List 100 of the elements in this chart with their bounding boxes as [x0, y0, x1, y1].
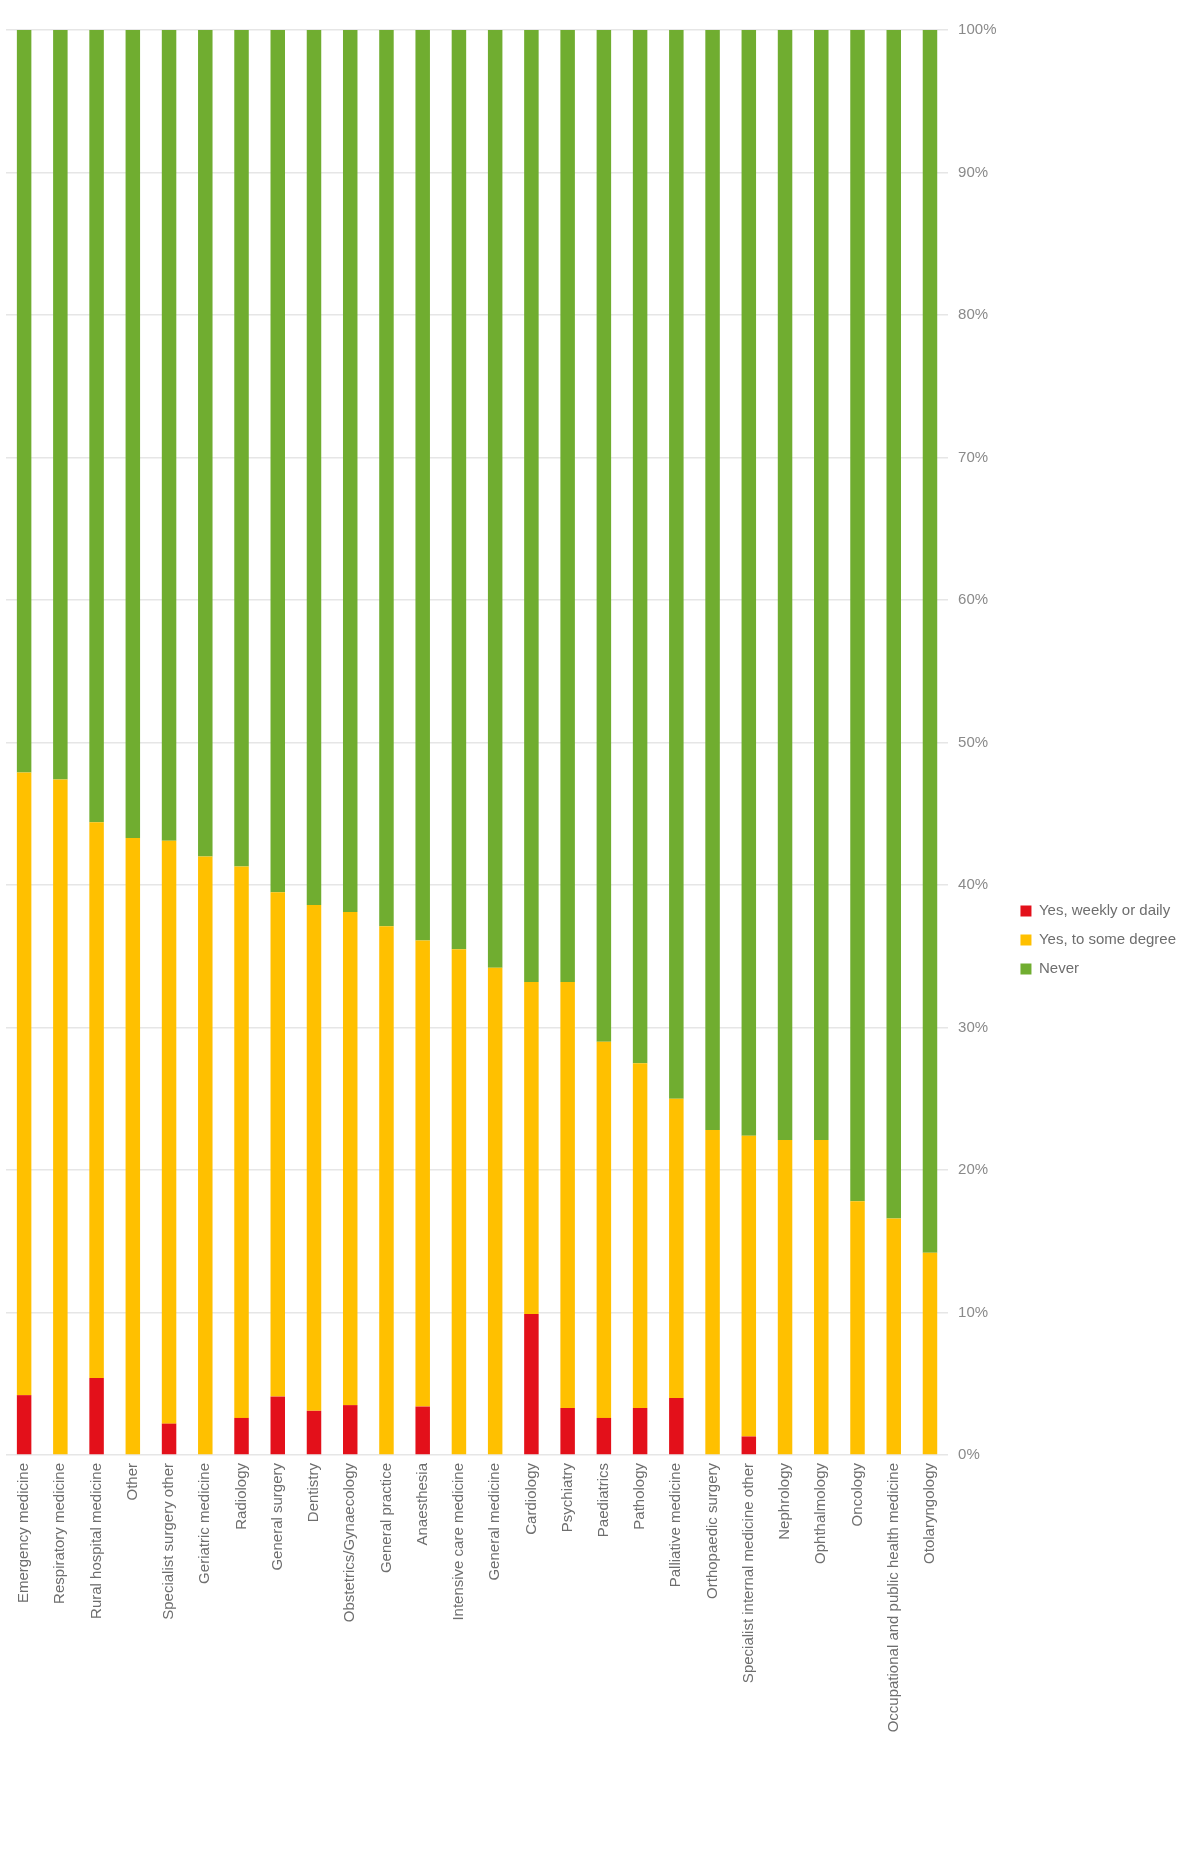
bar — [451, 949, 467, 1455]
x-tick-label: Cardiology — [521, 1462, 539, 1535]
bar — [814, 30, 829, 1141]
x-tick-label: Respiratory medicine — [50, 1463, 68, 1604]
bar — [342, 912, 358, 1406]
bar — [198, 30, 213, 857]
bar — [306, 904, 322, 1411]
y-tick-label: 90% — [958, 162, 989, 180]
bar — [53, 30, 68, 780]
bar — [306, 30, 322, 905]
bar — [125, 837, 141, 1455]
y-tick-label: 50% — [958, 732, 989, 750]
bar — [524, 1313, 539, 1455]
bar — [922, 1252, 938, 1455]
x-tick-label: General medicine — [485, 1463, 503, 1581]
y-tick-label: 70% — [958, 447, 989, 465]
y-tick-label: 20% — [958, 1160, 989, 1178]
bar — [705, 30, 720, 1131]
x-tick-label: Dentistry — [304, 1462, 322, 1523]
bar — [415, 30, 430, 941]
bar — [705, 1130, 720, 1455]
x-tick-label: Pathology — [630, 1462, 648, 1530]
bar — [270, 1396, 286, 1455]
bar — [777, 30, 793, 1141]
x-tick-label: Rural hospital medicine — [86, 1463, 104, 1619]
bar — [89, 1378, 104, 1455]
bar — [524, 30, 539, 982]
x-tick-label: Otolaryngology — [920, 1462, 938, 1564]
y-tick-label: 60% — [958, 590, 989, 608]
x-tick-label: Specialist internal medicine other — [738, 1463, 756, 1684]
x-tick-label: Emergency medicine — [14, 1463, 32, 1604]
x-tick-label: Intensive care medicine — [449, 1463, 467, 1621]
x-tick-label: Oncology — [847, 1462, 865, 1527]
x-tick-label: Palliative medicine — [666, 1463, 684, 1588]
y-tick-label: 100% — [958, 20, 997, 38]
y-tick-label: 10% — [958, 1302, 989, 1320]
bar — [669, 1398, 684, 1455]
bar — [306, 1410, 322, 1455]
x-tick-label: Obstetrics/Gynaecology — [340, 1462, 358, 1623]
y-tick-label: 30% — [958, 1017, 989, 1035]
legend-label: Yes, weekly or daily — [1038, 901, 1171, 919]
bar — [886, 30, 901, 1219]
bar — [415, 1406, 430, 1455]
bar — [886, 1218, 901, 1455]
bar — [669, 1098, 684, 1398]
bar — [632, 1407, 648, 1455]
bar — [632, 30, 648, 1064]
bar — [89, 822, 104, 1379]
bar — [16, 1395, 32, 1455]
bar — [777, 1140, 793, 1455]
bar — [596, 30, 612, 1042]
bar — [161, 30, 177, 841]
x-tick-label: Paediatrics — [594, 1463, 612, 1538]
x-tick-label: General practice — [376, 1463, 394, 1574]
x-tick-label: Psychiatry — [557, 1462, 575, 1533]
y-tick-label: 0% — [958, 1445, 980, 1463]
bar — [560, 30, 575, 982]
x-tick-label: Radiology — [231, 1462, 249, 1530]
x-tick-label: Specialist surgery other — [159, 1463, 177, 1620]
bar — [53, 779, 68, 1455]
bar — [669, 30, 684, 1099]
x-tick-label: Other — [122, 1463, 140, 1501]
bar — [234, 30, 249, 867]
bar — [379, 30, 394, 927]
bar — [451, 30, 467, 950]
y-tick-label: 80% — [958, 305, 989, 323]
bar — [89, 30, 104, 823]
x-tick-label: Ophthalmology — [811, 1462, 829, 1564]
x-tick-label: Geriatric medicine — [195, 1463, 213, 1584]
x-tick-label: Occupational and public health medicine — [883, 1463, 901, 1733]
bar — [161, 840, 177, 1424]
x-tick-label: Orthopaedic surgery — [702, 1462, 720, 1599]
bar — [560, 1407, 575, 1455]
bar — [922, 30, 938, 1253]
bar — [741, 1135, 757, 1437]
bar — [270, 892, 286, 1397]
bar — [415, 940, 430, 1407]
bar — [487, 30, 503, 968]
x-tick-label: General surgery — [267, 1462, 285, 1571]
bar — [596, 1041, 612, 1418]
bar — [741, 1436, 757, 1455]
bar — [270, 30, 286, 893]
bar — [560, 981, 575, 1408]
bar — [632, 1063, 648, 1408]
bar — [234, 866, 249, 1418]
bar — [125, 30, 141, 838]
bar — [342, 1405, 358, 1455]
legend-label: Yes, to some degree — [1038, 930, 1177, 948]
bar — [198, 856, 213, 1455]
bar — [342, 30, 358, 913]
bar — [741, 30, 757, 1136]
bar — [16, 772, 32, 1396]
bar — [487, 967, 503, 1455]
bar — [596, 1417, 612, 1455]
bar — [161, 1423, 177, 1455]
bar — [234, 1417, 249, 1455]
bar — [850, 30, 865, 1202]
bar — [16, 30, 32, 773]
legend-label: Never — [1038, 959, 1079, 977]
x-tick-label: Anaesthesia — [412, 1462, 430, 1546]
